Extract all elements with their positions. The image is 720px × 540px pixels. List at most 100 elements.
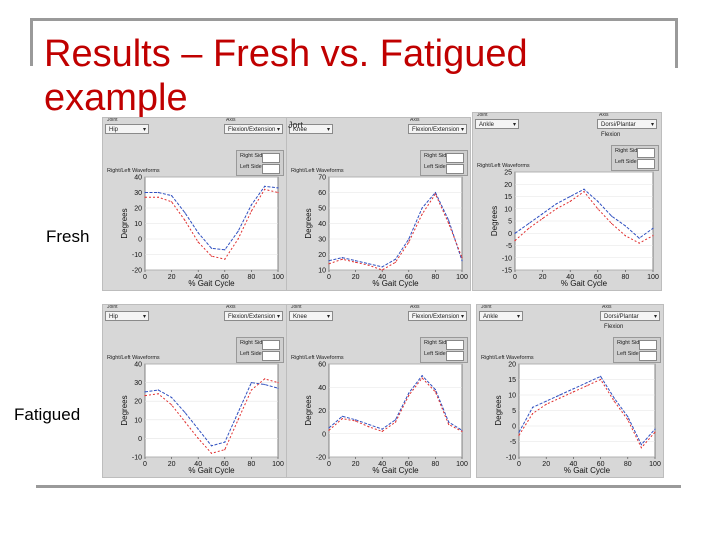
series-point <box>237 411 239 413</box>
series-point <box>586 382 588 384</box>
series-point <box>184 212 186 214</box>
series-point <box>171 201 173 203</box>
legend-entry: Right Side <box>424 340 450 346</box>
legend-entry: Left Side <box>240 351 262 357</box>
control-label: Axis <box>602 304 612 310</box>
legend-swatch <box>446 340 464 350</box>
y-tick-label: 20 <box>508 362 516 369</box>
control-label: Joint <box>477 112 488 118</box>
x-axis-label: % Gait Cycle <box>561 279 608 288</box>
control-label: Joint <box>481 304 492 310</box>
x-axis-label: % Gait Cycle <box>188 466 235 475</box>
chevron-down-icon: ▾ <box>326 127 330 133</box>
gait-panel-4: Joint Knee ▾ Axis Flexion/Extension ▾ Right Si… <box>286 304 471 478</box>
axis-select[interactable]: Dorsi/Plantar Flexion ▾ <box>600 311 660 330</box>
series-point <box>652 235 654 237</box>
series-point <box>514 232 516 234</box>
select-value: Flexion/Extension <box>412 127 460 133</box>
series-point <box>583 191 585 193</box>
y-tick-label: -15 <box>502 268 512 275</box>
joint-select[interactable]: Hip ▾ <box>105 311 149 321</box>
series-point <box>448 423 450 426</box>
series-point <box>210 247 213 249</box>
series-point <box>518 434 520 436</box>
series-point <box>613 400 615 402</box>
axis-select[interactable]: Flexion/Extension ▾ <box>408 311 467 321</box>
series-point <box>341 415 343 417</box>
series-point <box>654 431 656 433</box>
gait-panel-1: Knee ▾ Axis Flexion/Extension ▾ Right Side Lef… <box>286 117 471 291</box>
series-point <box>569 195 571 198</box>
series-point <box>197 241 199 243</box>
series-point <box>341 258 343 260</box>
series-point <box>611 222 613 225</box>
x-tick-label: 80 <box>622 274 630 281</box>
y-tick-label: 60 <box>318 190 326 197</box>
control-label: Joint <box>107 117 118 123</box>
series-point <box>144 395 146 397</box>
axis-select[interactable]: Flexion/Extension ▾ <box>408 124 467 134</box>
legend-swatch <box>262 340 280 350</box>
series-point <box>624 225 626 227</box>
series-point <box>264 383 266 386</box>
x-tick-label: 0 <box>327 461 331 468</box>
y-tick-label: 30 <box>134 380 142 387</box>
x-tick-label: 100 <box>649 461 661 468</box>
x-tick-label: 0 <box>143 274 147 281</box>
chevron-down-icon: ▾ <box>460 314 464 320</box>
y-tick-label: 10 <box>318 268 326 275</box>
axis-select[interactable]: Flexion/Extension ▾ <box>224 124 283 134</box>
series-point <box>171 404 173 406</box>
y-tick-label: -5 <box>506 243 512 250</box>
series-point <box>555 203 557 205</box>
select-value: Flexion/Extension <box>228 127 276 133</box>
axis-select[interactable]: Flexion/Extension ▾ <box>224 311 283 321</box>
control-label: Axis <box>410 304 420 310</box>
y-tick-label: 0 <box>508 231 512 238</box>
joint-select[interactable]: Knee ▾ <box>289 124 333 134</box>
series-point <box>624 235 626 237</box>
select-value: Flexion/Extension <box>228 314 276 320</box>
select-value: Knee <box>293 127 308 133</box>
series-point <box>542 213 544 215</box>
legend-swatch <box>262 164 280 174</box>
joint-select[interactable]: Hip ▾ <box>105 124 149 134</box>
y-tick-label: -20 <box>316 455 326 462</box>
y-tick-label: 40 <box>318 221 326 228</box>
series-point <box>210 452 213 454</box>
legend-swatch <box>446 351 464 361</box>
plot-label: Right/Left Waveforms <box>291 168 344 174</box>
series-point <box>197 428 199 430</box>
series-point <box>528 227 530 229</box>
joint-select[interactable]: Ankle ▾ <box>475 119 519 129</box>
axis-select[interactable]: Dorsi/Plantar Flexion ▾ <box>597 119 657 138</box>
x-axis-label: % Gait Cycle <box>564 466 611 475</box>
legend-entry: Left Side <box>424 351 446 357</box>
y-tick-label: 20 <box>318 252 326 259</box>
legend-swatch <box>637 148 655 158</box>
legend: Right Side Left Side <box>236 150 284 176</box>
row-label-fatigued: Fatigued <box>14 405 81 424</box>
y-tick-label: 20 <box>134 206 142 213</box>
select-value: Knee <box>293 314 308 320</box>
series-point <box>237 238 239 240</box>
plot-label: Right/Left Waveforms <box>291 355 344 361</box>
y-tick-label: 70 <box>318 175 326 182</box>
plot-label: Right/Left Waveforms <box>107 168 160 174</box>
series-point <box>355 261 357 263</box>
series-point <box>434 191 436 194</box>
x-tick-label: 60 <box>221 461 229 468</box>
panel-header-fragment: Jort <box>288 120 304 130</box>
y-axis-label: Degrees <box>490 206 499 236</box>
series-point <box>627 419 629 421</box>
series-point <box>224 449 226 451</box>
series-point <box>555 208 557 210</box>
series-point <box>583 188 585 190</box>
series-point <box>627 416 629 418</box>
joint-select[interactable]: Knee ▾ <box>289 311 333 321</box>
joint-select[interactable]: Ankle ▾ <box>479 311 523 321</box>
series-point <box>224 249 226 251</box>
series-point <box>448 222 450 225</box>
